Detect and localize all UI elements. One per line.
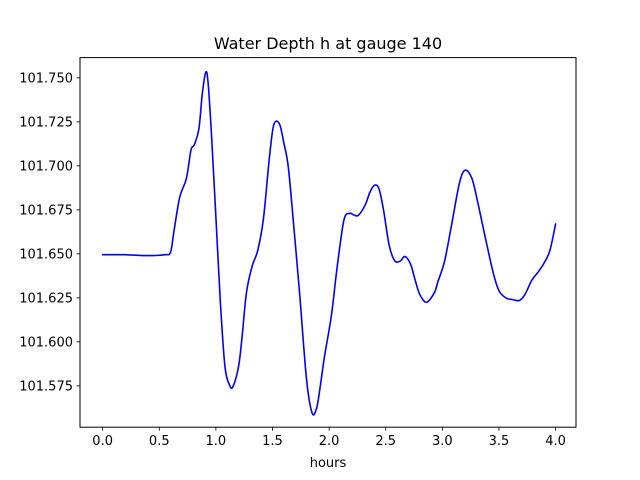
y-tick-label: 101.650 <box>19 247 73 262</box>
x-tick-label: 3.5 <box>489 434 510 449</box>
y-tick-label: 101.575 <box>19 379 73 394</box>
y-axis: 101.575 101.600 101.625 101.650 101.675 101.7… <box>19 71 80 394</box>
x-tick-label: 1.0 <box>206 434 227 449</box>
chart-title: Water Depth h at gauge 140 <box>214 34 442 53</box>
x-tick-label: 4.0 <box>545 434 566 449</box>
series-layer <box>101 70 557 416</box>
y-tick-label: 101.600 <box>19 335 73 350</box>
x-tick-label: 1.5 <box>262 434 283 449</box>
plot-area <box>79 57 577 428</box>
y-tick-label: 101.675 <box>19 203 73 218</box>
x-tick-label: 2.5 <box>375 434 396 449</box>
x-tick-label: 0.0 <box>92 434 113 449</box>
y-tick-label: 101.725 <box>19 115 73 130</box>
series-line-0 <box>101 70 557 416</box>
x-tick-label: 3.0 <box>432 434 453 449</box>
x-tick-label: 2.0 <box>319 434 340 449</box>
y-tick-label: 101.700 <box>19 159 73 174</box>
x-axis-label: hours <box>310 456 347 471</box>
x-tick-label: 0.5 <box>149 434 170 449</box>
y-tick-label: 101.625 <box>19 291 73 306</box>
y-tick-label: 101.750 <box>19 71 73 86</box>
x-axis: 0.0 0.5 1.0 1.5 2.0 2.5 3.0 3.5 4.0 <box>92 427 566 449</box>
